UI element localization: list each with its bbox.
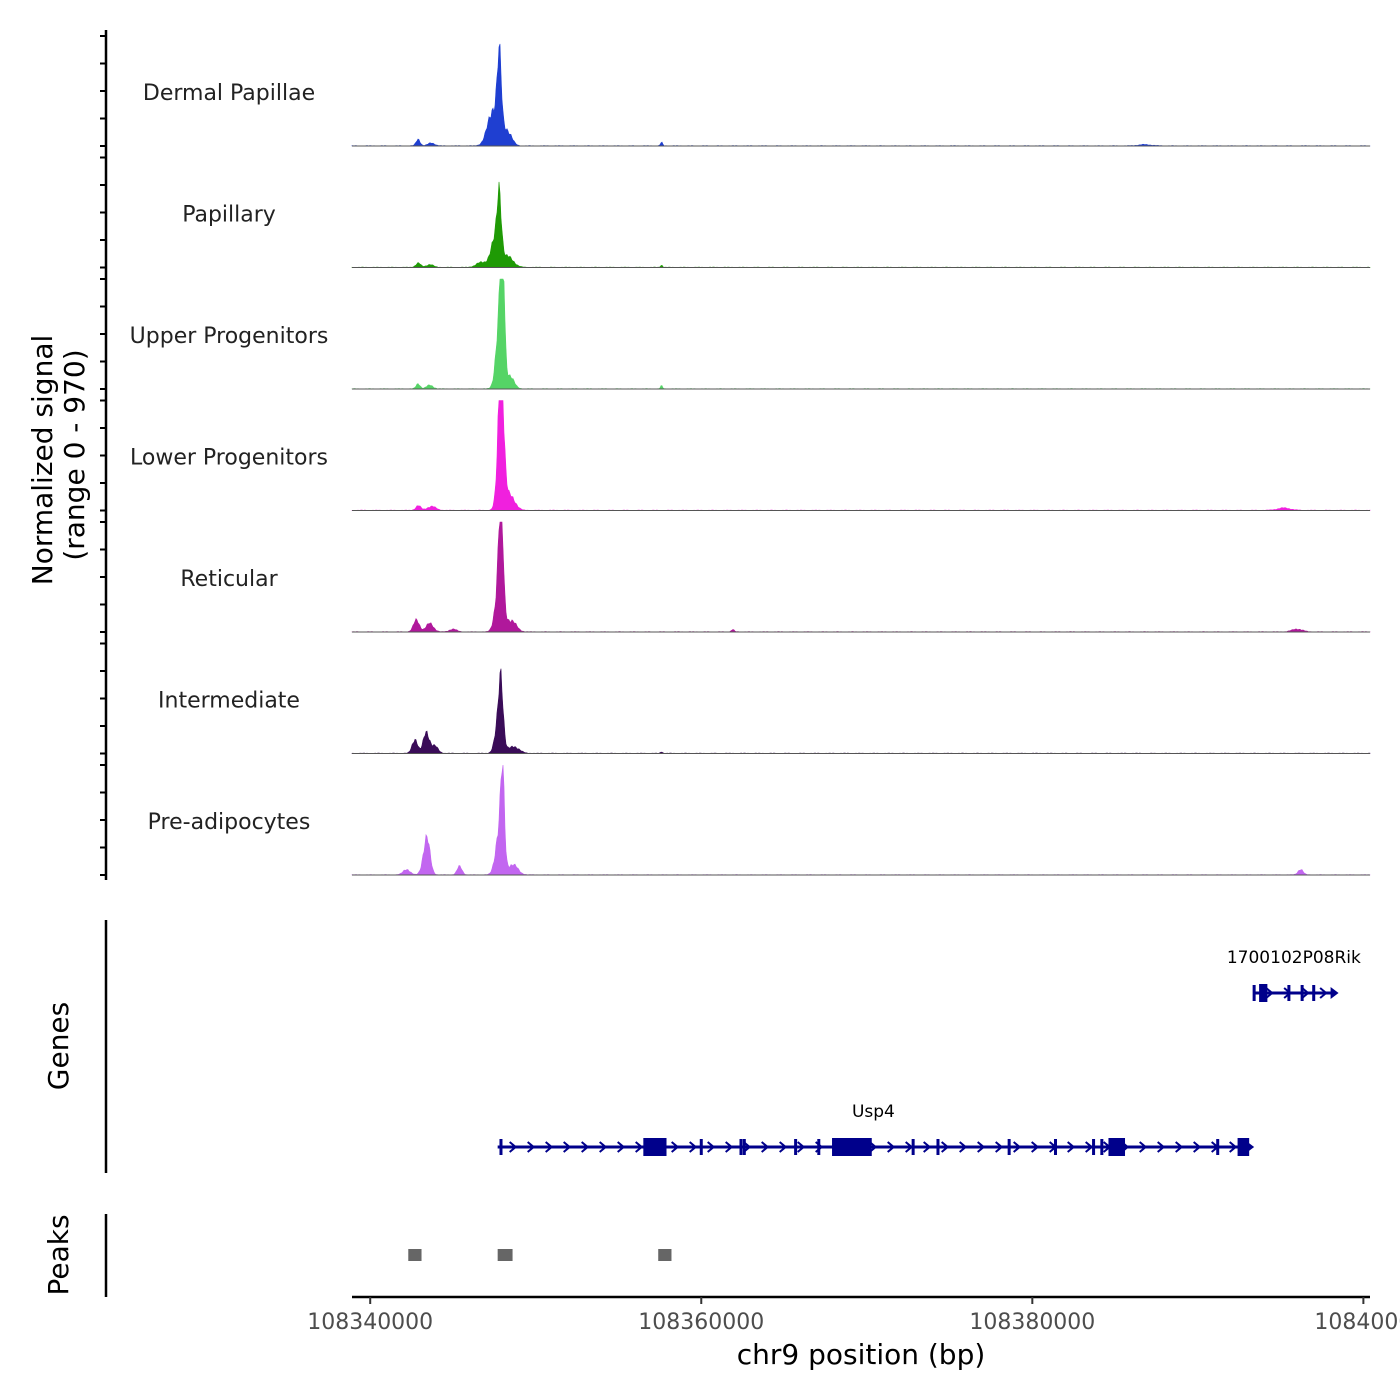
- track-label-papillary: Papillary: [182, 203, 276, 228]
- track-label-reticular: Reticular: [180, 567, 278, 592]
- track-label-intermediate: Intermediate: [158, 689, 300, 714]
- peaks-track-label: Peaks: [42, 1214, 75, 1295]
- gene-strand-arrow: [959, 1141, 968, 1153]
- gene-strand-arrow: [1085, 1141, 1094, 1153]
- x-axis-tick-label: 108340000: [307, 1310, 433, 1335]
- x-axis-title: chr9 position (bp): [737, 1338, 986, 1371]
- gene-strand-arrow: [923, 1141, 932, 1153]
- peak-region: [497, 1249, 513, 1261]
- gene-strand-arrow: [617, 1141, 626, 1153]
- gene-strand-arrow: [635, 1141, 644, 1153]
- signal-area-upper-progenitors: [351, 278, 1371, 390]
- signal-axis-subtitle: (range 0 - 970): [58, 349, 91, 560]
- gene-end-arrow: [1330, 987, 1339, 999]
- gene-exon-mark: [1007, 1139, 1011, 1155]
- gene-strand-arrow: [995, 1141, 1004, 1153]
- track-label-upper-progenitors: Upper Progenitors: [130, 324, 329, 349]
- gene-exon-mark: [499, 1139, 503, 1155]
- gene-end-arrow: [1246, 1141, 1255, 1153]
- gene-exon-block: [1237, 1138, 1250, 1156]
- signal-tracks: Dermal Papillae Papillary Upper Progenitor…: [130, 43, 1371, 876]
- gene-exon-mark: [1053, 1139, 1057, 1155]
- gene-strand-arrow: [725, 1141, 734, 1153]
- gene-label-1700102p08rik: 1700102P08Rik: [1227, 948, 1361, 968]
- gene-exon-block: [1259, 984, 1268, 1002]
- track-label-pre-adipocytes: Pre-adipocytes: [148, 810, 311, 835]
- gene-strand-arrow: [1157, 1141, 1166, 1153]
- gene-label-usp4: Usp4: [852, 1102, 895, 1122]
- gene-exon-mark: [1252, 985, 1256, 1001]
- gene-exon-mark: [1300, 985, 1304, 1001]
- gene-exon-mark: [742, 1139, 746, 1155]
- gene-exon-mark: [1216, 1139, 1220, 1155]
- gene-strand-arrow: [797, 1141, 806, 1153]
- gene-strand-arrow: [581, 1141, 590, 1153]
- genes-track-label: Genes: [42, 1002, 75, 1090]
- gene-exon-mark: [911, 1139, 915, 1155]
- gene-strand-arrow: [977, 1141, 986, 1153]
- gene-strand-arrow: [1193, 1141, 1202, 1153]
- x-axis: 108340000 108360000 108380000 1084000: [307, 1295, 1400, 1335]
- gene-strand-arrow: [1031, 1141, 1040, 1153]
- gene-strand-arrow: [1319, 987, 1328, 999]
- genes-track: 1700102P08Rik Usp4: [497, 948, 1361, 1156]
- gene-strand-arrow: [1175, 1141, 1184, 1153]
- gene-exon-mark: [794, 1139, 798, 1155]
- gene-strand-arrow: [599, 1141, 608, 1153]
- x-axis-tick-label: 1084000: [1314, 1310, 1400, 1335]
- gene-strand-arrow: [779, 1141, 788, 1153]
- signal-area-intermediate: [351, 668, 1371, 754]
- track-label-dermal-papillae: Dermal Papillae: [143, 81, 315, 106]
- signal-area-dermal-papillae: [351, 43, 1371, 147]
- gene-exon-mark: [1092, 1139, 1096, 1155]
- gene-strand-arrow: [1067, 1141, 1076, 1153]
- gene-strand-arrow: [1265, 987, 1274, 999]
- gene-strand-arrow: [509, 1141, 518, 1153]
- gene-strand-arrow: [761, 1141, 770, 1153]
- gene-strand-arrow: [527, 1141, 536, 1153]
- gene-exon-mark: [739, 1139, 743, 1155]
- gene-strand-arrow: [671, 1141, 680, 1153]
- gene-strand-arrow: [941, 1141, 950, 1153]
- gene-strand-arrow: [1139, 1141, 1148, 1153]
- track-label-lower-progenitors: Lower Progenitors: [130, 446, 328, 471]
- gene-exon-block: [832, 1138, 872, 1156]
- gene-strand-arrow: [563, 1141, 572, 1153]
- gene-strand-arrow: [545, 1141, 554, 1153]
- peak-region: [658, 1249, 672, 1261]
- x-axis-tick-label: 108360000: [638, 1310, 764, 1335]
- x-axis-tick-label: 108380000: [969, 1310, 1095, 1335]
- gene-strand-arrow: [689, 1141, 698, 1153]
- signal-area-reticular: [351, 521, 1371, 633]
- peak-region: [408, 1249, 422, 1261]
- gene-strand-arrow: [887, 1141, 896, 1153]
- gene-exon-mark: [699, 1139, 703, 1155]
- gene-strand-arrow: [1301, 987, 1310, 999]
- signal-area-lower-progenitors: [351, 400, 1371, 511]
- signal-area-pre-adipocytes: [351, 764, 1371, 876]
- gene-strand-arrow: [1013, 1141, 1022, 1153]
- peaks-track: [408, 1249, 672, 1261]
- gene-exon-mark: [817, 1139, 821, 1155]
- signal-area-papillary: [351, 181, 1371, 268]
- gene-strand-arrow: [1229, 1141, 1238, 1153]
- gene-exon-mark: [1100, 1139, 1104, 1155]
- gene-exon-block: [643, 1138, 667, 1156]
- signal-axis: [100, 30, 108, 880]
- gene-exon-block: [1108, 1138, 1126, 1156]
- gene-exon-mark: [1287, 985, 1291, 1001]
- gene-exon-mark: [936, 1139, 940, 1155]
- gene-strand-arrow: [707, 1141, 716, 1153]
- gene-exon-mark: [1312, 985, 1316, 1001]
- signal-axis-title: Normalized signal: [26, 335, 59, 586]
